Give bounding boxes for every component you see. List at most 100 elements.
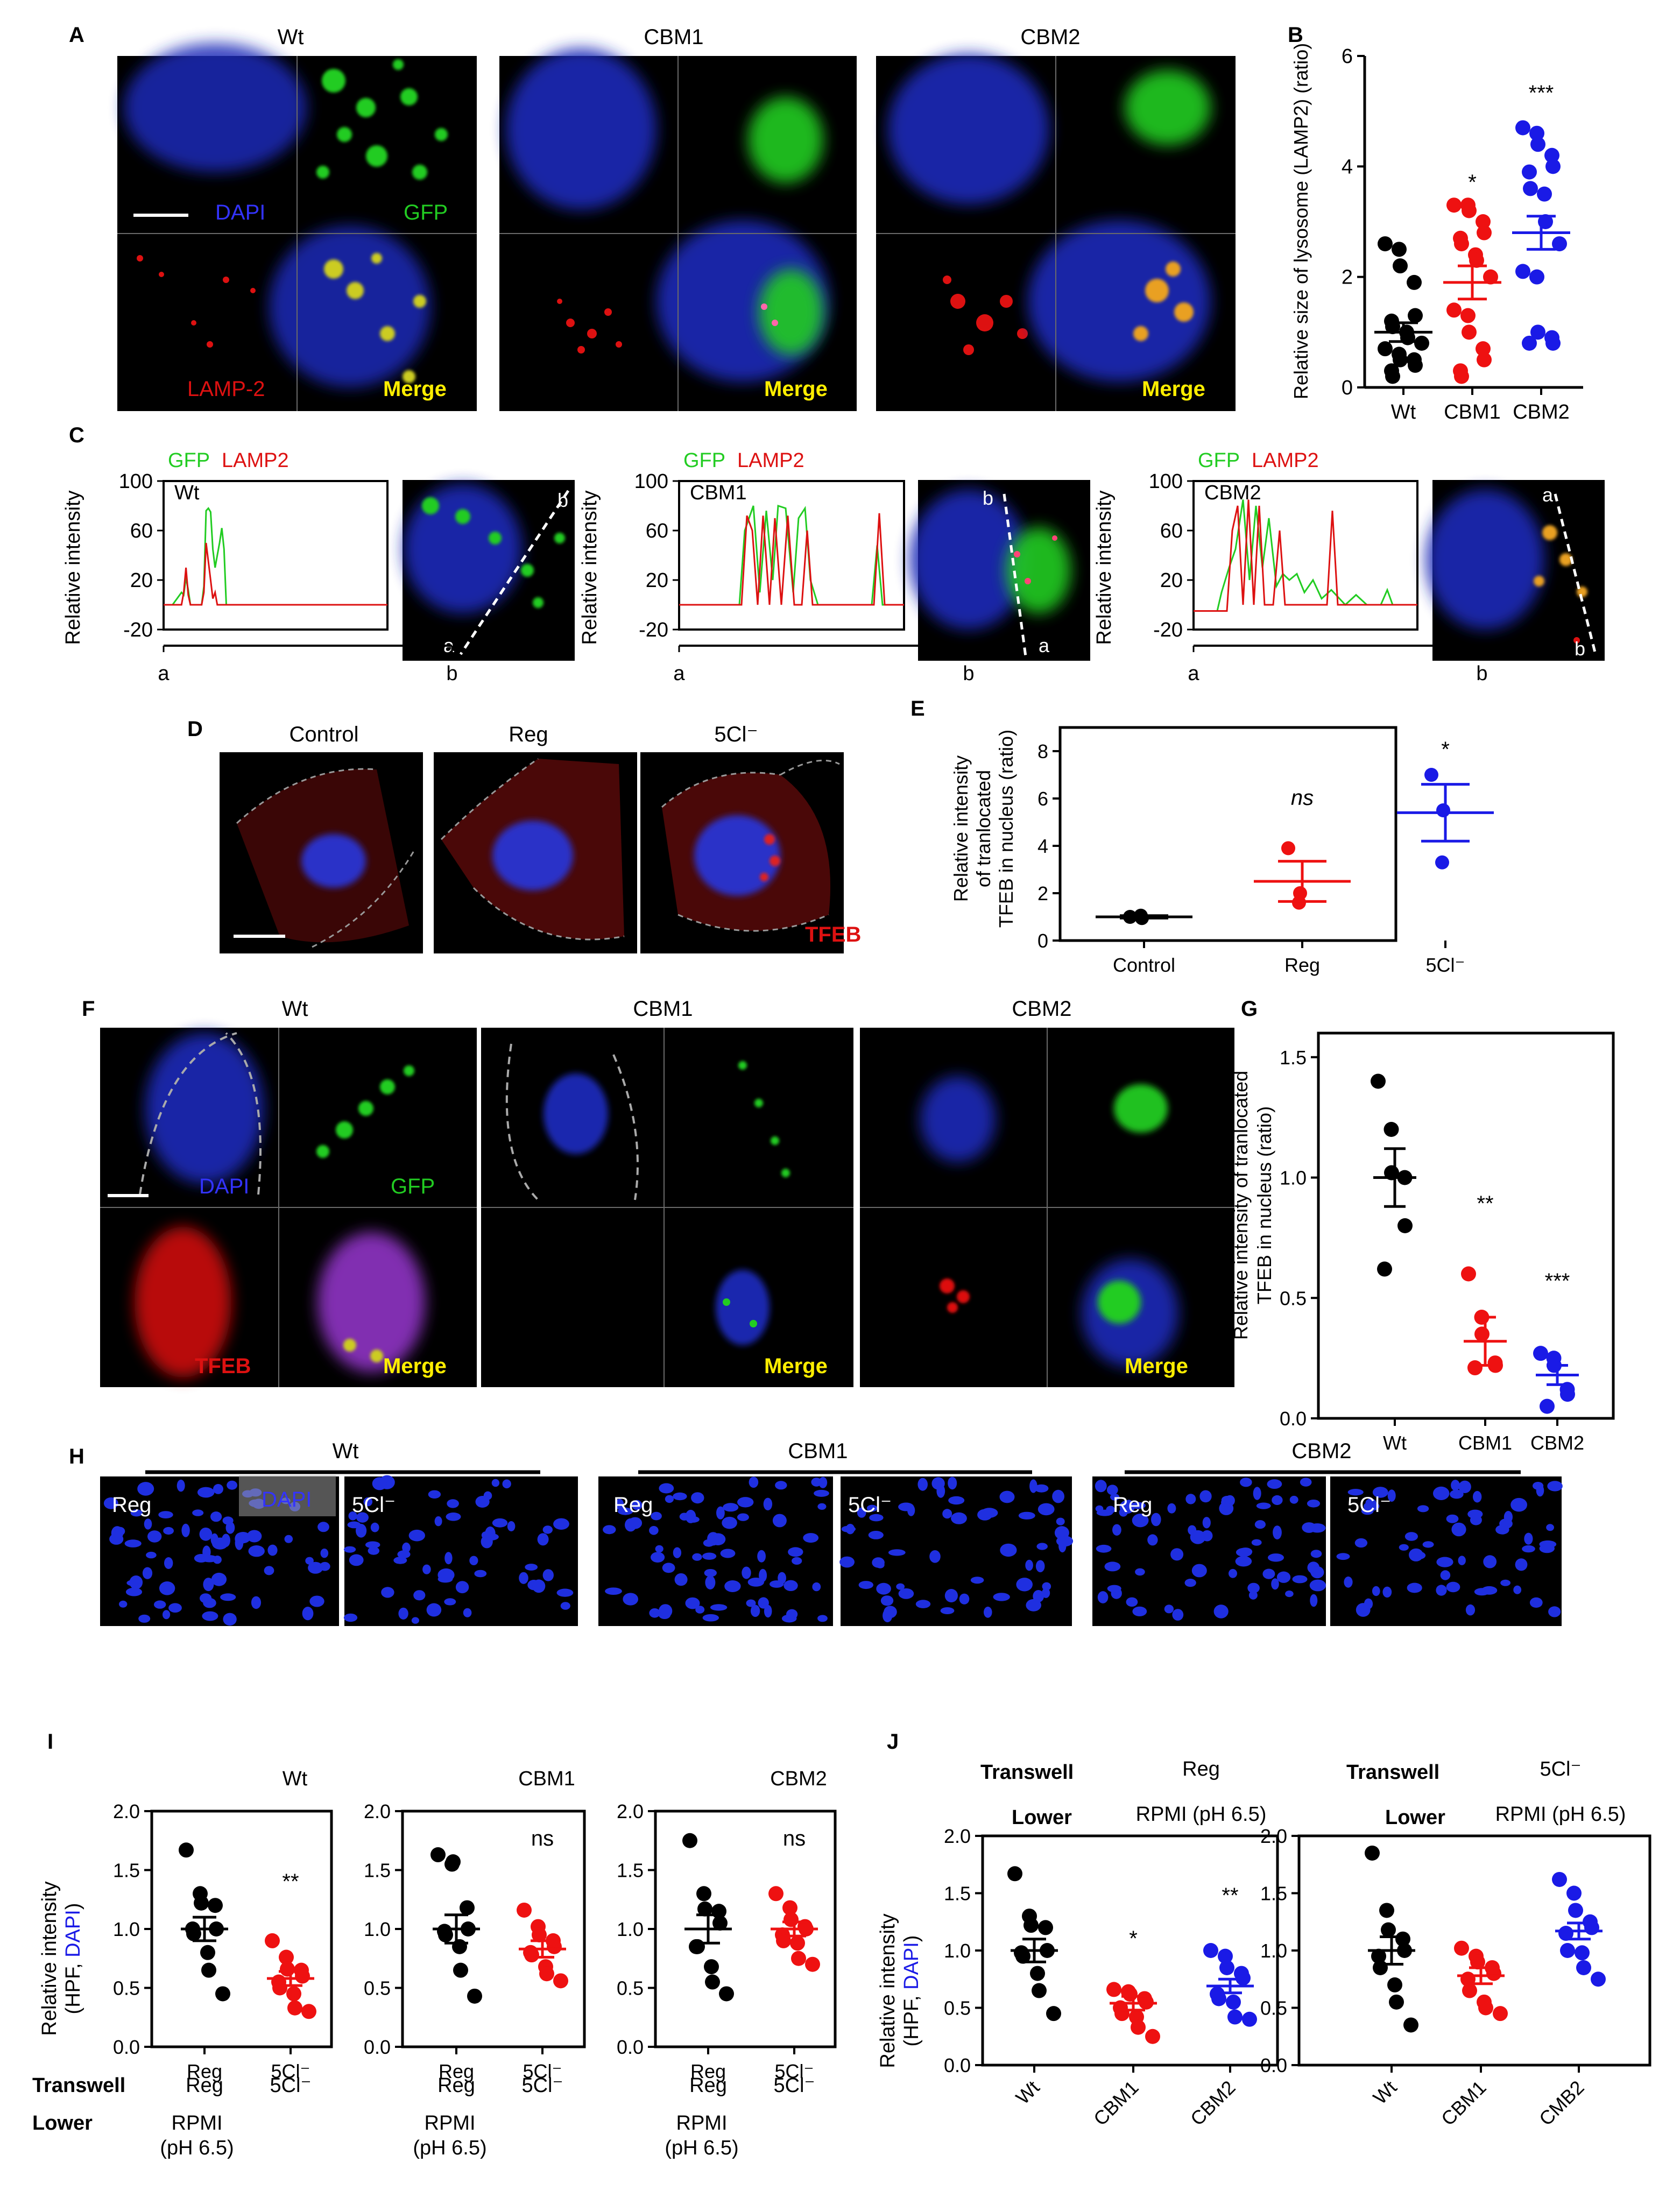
y-tick-label: 60: [130, 520, 153, 542]
nucleus: [812, 1582, 821, 1592]
panel-letter-b: B: [1288, 23, 1303, 47]
data-point: [1389, 1994, 1404, 2010]
nucleus: [1451, 1522, 1466, 1537]
data-point: [1522, 164, 1537, 180]
y-tick-label: 60: [1160, 520, 1183, 542]
nucleus: [1096, 1544, 1112, 1553]
dapi-field: [598, 1476, 833, 1626]
label-merge: Merge: [764, 377, 828, 401]
data-point: [539, 1966, 554, 1982]
nucleus: [783, 1580, 798, 1591]
x-tick-label: b: [446, 662, 457, 685]
nucleus: [1422, 1541, 1434, 1548]
panel-d-title-5cl: 5Cl⁻: [714, 723, 758, 746]
nucleus: [686, 1516, 700, 1523]
data-point: [690, 1939, 705, 1954]
y-tick-label: 0.0: [944, 2054, 971, 2076]
nucleus: [1450, 1489, 1464, 1499]
panel-d: Control Reg 5Cl⁻ TFEB: [220, 723, 861, 953]
nucleus: [929, 1550, 941, 1563]
data-point: [1591, 1971, 1606, 1987]
data-point: [791, 1950, 806, 1966]
nucleus: [308, 1561, 323, 1574]
nucleus: [1300, 1478, 1312, 1487]
nucleus: [475, 1496, 490, 1508]
nucleus: [898, 1502, 914, 1511]
label-reg: Reg: [1113, 1493, 1152, 1517]
transwell-5cl: 5Cl⁻: [773, 2074, 815, 2097]
series-line: [164, 542, 387, 606]
panel-d-title-control: Control: [290, 723, 359, 746]
y-axis-title-e: of tranlocated: [972, 770, 994, 887]
data-point: [1436, 803, 1450, 817]
chart-j-5cl: 0.0 0.5 1.0 1.5 2.0 Wt CBM1 CMB2: [1260, 1825, 1651, 2130]
data-point: [1015, 1948, 1030, 1964]
nucleus: [370, 1522, 379, 1532]
nucleus: [1458, 1556, 1466, 1565]
nucleus: [1167, 1503, 1176, 1514]
data-point: [430, 1847, 446, 1863]
data-point: [1145, 2029, 1160, 2044]
nucleus: [1056, 1517, 1065, 1525]
nucleus: [502, 1479, 511, 1489]
data-point: [1383, 1122, 1399, 1137]
panel-h-title-wt: Wt: [333, 1439, 359, 1463]
nucleus: [884, 1606, 897, 1619]
data-point: [467, 1988, 482, 2004]
nucleus: [723, 1503, 739, 1512]
nucleus: [372, 1477, 387, 1490]
data-point: [1515, 120, 1530, 136]
nucleus: [858, 1581, 874, 1589]
data-point: [1462, 324, 1477, 340]
nucleus: [1436, 1557, 1453, 1567]
data-point: [1435, 855, 1449, 870]
nucleus: [948, 1476, 957, 1490]
nucleus: [1119, 1508, 1128, 1517]
data-point: [1530, 324, 1545, 340]
significance-label: *: [1129, 1927, 1138, 1950]
nucleus: [1347, 1489, 1364, 1496]
series-line: [1194, 499, 1417, 612]
y-tick-label: 100: [119, 470, 153, 493]
scan-start-a: a: [1542, 484, 1554, 506]
nucleus: [948, 1496, 965, 1505]
chart-e: 0 2 4 6 8 Control Reg 5Cl⁻ ns *: [1037, 726, 1494, 976]
dapi-field: [343, 1475, 578, 1626]
y-tick-label: 0.0: [1280, 1408, 1307, 1430]
nucleus: [623, 1593, 638, 1606]
y-tick-label: 4: [1342, 156, 1353, 178]
data-point: [280, 1961, 295, 1977]
nucleus: [365, 1541, 380, 1549]
x-tick-label: CBM1: [1458, 1432, 1512, 1454]
data-point: [704, 1959, 719, 1975]
transwell-reg: Reg: [689, 2074, 727, 2097]
data-point: [1476, 341, 1491, 357]
nucleus: [1539, 1544, 1555, 1553]
nucleus: [750, 1605, 760, 1617]
data-point: [265, 1933, 280, 1948]
data-point: [215, 1986, 230, 2002]
plot-frame: [401, 1810, 586, 2048]
nucleus: [1285, 1591, 1294, 1598]
data-point: [1486, 1966, 1501, 1981]
x-tick-label: CBM1: [1089, 2076, 1143, 2130]
nucleus: [1170, 1548, 1184, 1561]
lower-medium-ph: RPMI (pH 6.5): [1495, 1803, 1626, 1826]
data-point: [1032, 1983, 1047, 1998]
x-tick-label: a: [158, 662, 170, 685]
nucleus: [651, 1511, 662, 1521]
nucleus: [1213, 1605, 1229, 1619]
plot-frame: [1192, 480, 1418, 631]
transwell-5cl: 5Cl⁻: [1540, 1758, 1581, 1780]
data-point: [1469, 252, 1484, 268]
nucleus: [662, 1563, 675, 1573]
nucleus: [931, 1477, 945, 1490]
nucleus: [1372, 1487, 1388, 1498]
data-point: [1544, 147, 1559, 163]
data-point: [1114, 2006, 1130, 2022]
data-point: [1371, 1948, 1386, 1964]
data-point: [1537, 186, 1552, 202]
nucleus: [1042, 1582, 1051, 1591]
data-point: [1552, 1871, 1567, 1887]
nucleus: [492, 1518, 508, 1528]
